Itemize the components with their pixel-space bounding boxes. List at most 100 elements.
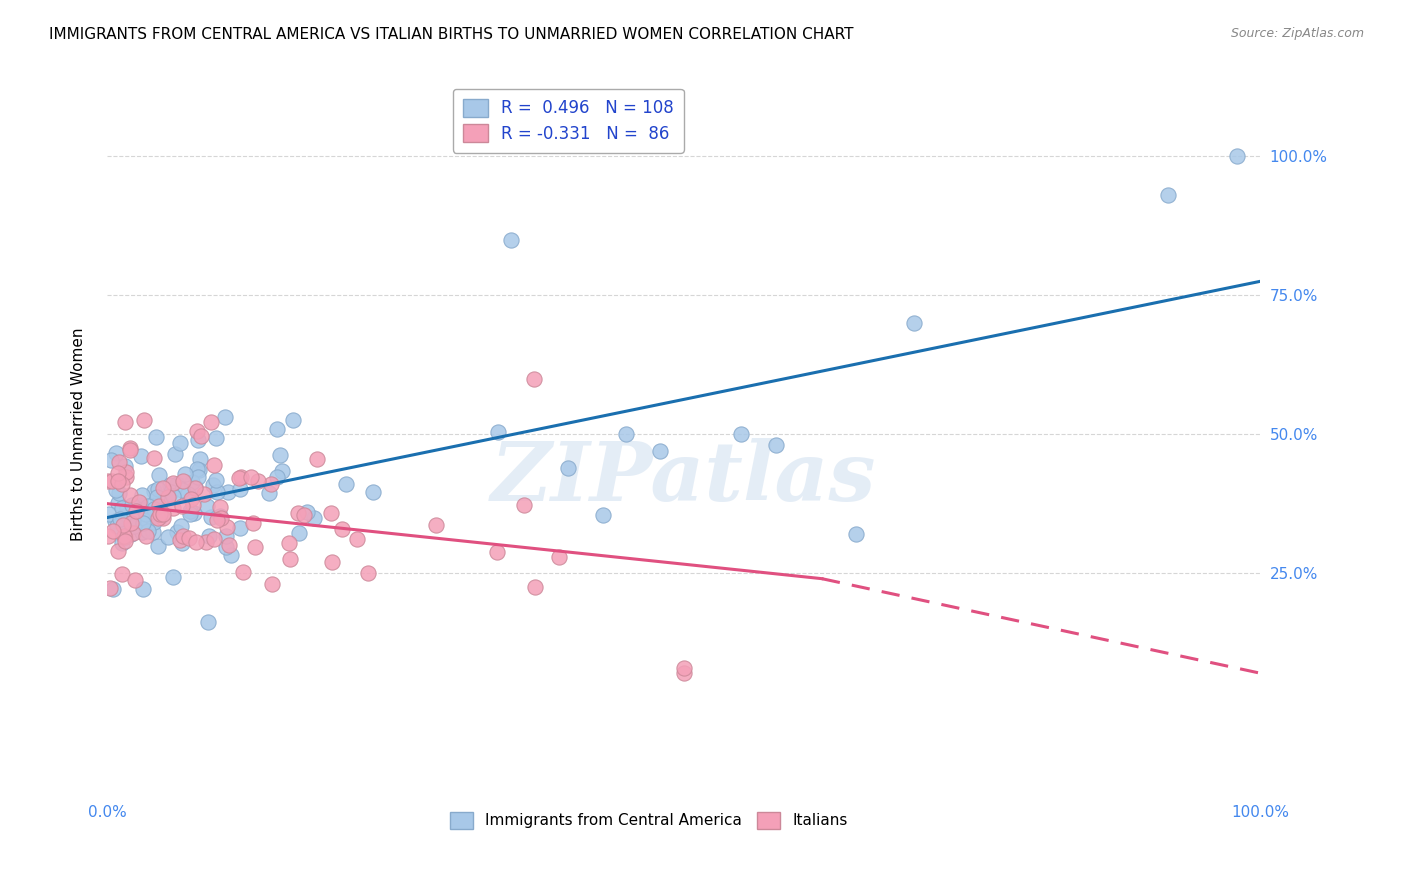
Point (111, 536, 134, 550)
Point (198, 529, 221, 543)
Point (218, 539, 240, 553)
Point (425, 518, 447, 533)
Point (181, 498, 204, 512)
Point (143, 502, 166, 516)
Point (172, 474, 194, 488)
Point (302, 511, 325, 525)
Point (845, 527, 868, 541)
Point (204, 431, 226, 445)
Point (485, 545, 508, 559)
Point (177, 487, 200, 501)
Point (135, 503, 157, 517)
Point (217, 484, 239, 499)
Point (195, 499, 218, 513)
Point (108, 486, 131, 500)
Point (104, 515, 127, 529)
Point (114, 458, 136, 473)
Point (346, 532, 368, 546)
Point (499, 233, 522, 247)
Point (112, 510, 135, 524)
Point (131, 524, 153, 539)
Point (97, 474, 120, 488)
Point (142, 484, 165, 499)
Point (357, 566, 380, 580)
Point (148, 499, 170, 513)
Point (118, 443, 141, 458)
Point (125, 504, 148, 518)
Point (179, 508, 201, 522)
Point (287, 506, 309, 520)
Point (180, 491, 202, 506)
Point (128, 500, 150, 514)
Y-axis label: Births to Unmarried Women: Births to Unmarried Women (72, 327, 86, 541)
Point (97, 507, 120, 521)
Point (166, 524, 188, 539)
Point (205, 485, 228, 500)
Point (188, 462, 211, 476)
Point (129, 498, 152, 512)
Point (163, 447, 186, 461)
Point (215, 540, 238, 554)
Point (903, 316, 925, 330)
Point (187, 433, 209, 447)
Point (228, 521, 250, 535)
Point (120, 488, 142, 502)
Point (214, 410, 236, 425)
Point (121, 498, 143, 512)
Point (228, 471, 250, 485)
Point (148, 468, 170, 483)
Text: Source: ZipAtlas.com: Source: ZipAtlas.com (1230, 27, 1364, 40)
Point (239, 470, 262, 484)
Point (159, 478, 181, 492)
Point (162, 570, 184, 584)
Point (146, 510, 169, 524)
Point (101, 582, 124, 596)
Point (266, 470, 288, 484)
Point (181, 475, 204, 490)
Point (214, 529, 236, 543)
Point (292, 508, 315, 522)
Point (169, 533, 191, 547)
Point (200, 415, 222, 429)
Point (179, 531, 201, 545)
Point (523, 581, 546, 595)
Point (209, 500, 232, 514)
Point (201, 478, 224, 492)
Point (202, 532, 225, 546)
Point (135, 529, 157, 543)
Point (156, 491, 179, 505)
Point (184, 481, 207, 495)
Point (101, 474, 124, 488)
Point (335, 476, 357, 491)
Point (114, 530, 136, 544)
Point (101, 524, 124, 538)
Point (145, 430, 167, 444)
Point (121, 513, 143, 527)
Point (141, 524, 163, 539)
Point (281, 413, 304, 427)
Point (152, 507, 174, 521)
Point (186, 424, 208, 438)
Point (112, 529, 135, 543)
Point (592, 508, 614, 523)
Point (219, 548, 242, 562)
Point (172, 536, 194, 550)
Point (232, 566, 254, 580)
Point (149, 507, 172, 521)
Point (204, 473, 226, 487)
Point (179, 504, 201, 518)
Point (152, 511, 174, 525)
Point (295, 505, 318, 519)
Point (107, 495, 129, 509)
Point (330, 522, 353, 536)
Point (105, 483, 128, 497)
Point (269, 448, 291, 462)
Point (110, 567, 132, 582)
Point (142, 451, 165, 466)
Point (121, 526, 143, 541)
Legend: Immigrants from Central America, Italians: Immigrants from Central America, Italian… (444, 805, 853, 835)
Point (105, 519, 128, 533)
Text: IMMIGRANTS FROM CENTRAL AMERICA VS ITALIAN BIRTHS TO UNMARRIED WOMEN CORRELATION: IMMIGRANTS FROM CENTRAL AMERICA VS ITALI… (49, 27, 853, 42)
Point (172, 529, 194, 543)
Point (548, 549, 571, 564)
